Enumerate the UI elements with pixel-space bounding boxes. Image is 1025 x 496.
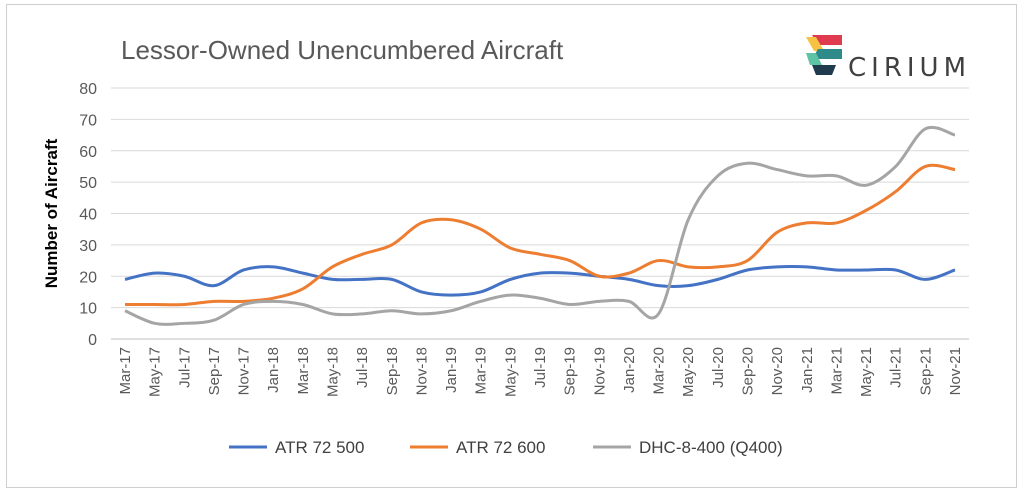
series-line-3 [124, 125, 956, 326]
x-tick-label: May-20 [680, 347, 697, 397]
x-tick-label: Mar-17 [117, 347, 134, 395]
series-line-1 [124, 264, 956, 297]
x-tick-label: Mar-18 [295, 347, 312, 395]
x-tick-label: Jan-20 [621, 347, 638, 393]
y-tick-label: 30 [79, 238, 97, 255]
legend: ATR 72 500 ATR 72 600 DHC-8-400 (Q400) [229, 438, 783, 457]
brand-name: CIRIUM [848, 53, 972, 83]
y-tick-label: 10 [79, 301, 97, 318]
x-tick-label: Sep-20 [740, 347, 757, 395]
x-tick-label: Mar-19 [473, 347, 490, 395]
cirium-logo: CIRIUM [802, 31, 992, 83]
y-axis-ticks: 0 10 20 30 40 50 60 70 80 [79, 81, 97, 349]
gridlines [111, 87, 969, 340]
x-tick-label: Sep-18 [384, 347, 401, 395]
y-tick-label: 20 [79, 269, 97, 286]
series-line-2 [124, 163, 956, 307]
legend-label: ATR 72 600 [456, 438, 545, 457]
x-axis-ticks: Mar-17 May-17 Jul-17 Sep-17 Nov-17 Jan-18 Mar-… [117, 347, 964, 397]
x-tick-label: Mar-21 [828, 347, 845, 395]
x-tick-label: Nov-17 [236, 347, 253, 395]
y-tick-label: 60 [79, 144, 97, 161]
chart-frame: Lessor-Owned Unencumbered Aircraft CIRIU… [6, 4, 1017, 488]
x-tick-label: May-19 [502, 347, 519, 397]
cirium-mark-icon [806, 35, 842, 75]
y-tick-label: 50 [79, 175, 97, 192]
y-tick-label: 80 [79, 81, 97, 98]
x-tick-label: Jul-19 [532, 347, 549, 388]
x-tick-label: Jul-21 [888, 347, 905, 388]
legend-label: ATR 72 500 [275, 438, 364, 457]
chart-title: Lessor-Owned Unencumbered Aircraft [121, 35, 564, 65]
y-tick-label: 70 [79, 112, 97, 129]
x-tick-label: Sep-19 [562, 347, 579, 395]
y-tick-label: 40 [79, 207, 97, 224]
x-tick-label: May-21 [858, 347, 875, 397]
x-tick-label: May-18 [325, 347, 342, 397]
x-tick-label: Nov-18 [413, 347, 430, 395]
x-tick-label: May-17 [147, 347, 164, 397]
x-tick-label: Jul-20 [710, 347, 727, 388]
x-tick-label: Jul-17 [176, 347, 193, 388]
x-tick-label: Jan-19 [443, 347, 460, 393]
y-axis-label: Number of Aircraft [42, 138, 61, 288]
legend-label: DHC-8-400 (Q400) [639, 438, 783, 457]
x-tick-label: Nov-19 [591, 347, 608, 395]
x-tick-label: Jul-18 [354, 347, 371, 388]
x-tick-label: Nov-20 [769, 347, 786, 395]
series-lines [124, 125, 956, 326]
x-tick-label: Jan-18 [265, 347, 282, 393]
x-tick-label: Jan-21 [799, 347, 816, 393]
x-tick-label: Nov-21 [947, 347, 964, 395]
x-tick-label: Mar-20 [651, 347, 668, 395]
x-tick-label: Sep-21 [917, 347, 934, 395]
x-tick-label: Sep-17 [206, 347, 223, 395]
line-chart: 0 10 20 30 40 50 60 70 80 Mar-17 May-17 Jul-17 Sep-… [42, 81, 969, 457]
y-tick-label: 0 [88, 332, 97, 349]
